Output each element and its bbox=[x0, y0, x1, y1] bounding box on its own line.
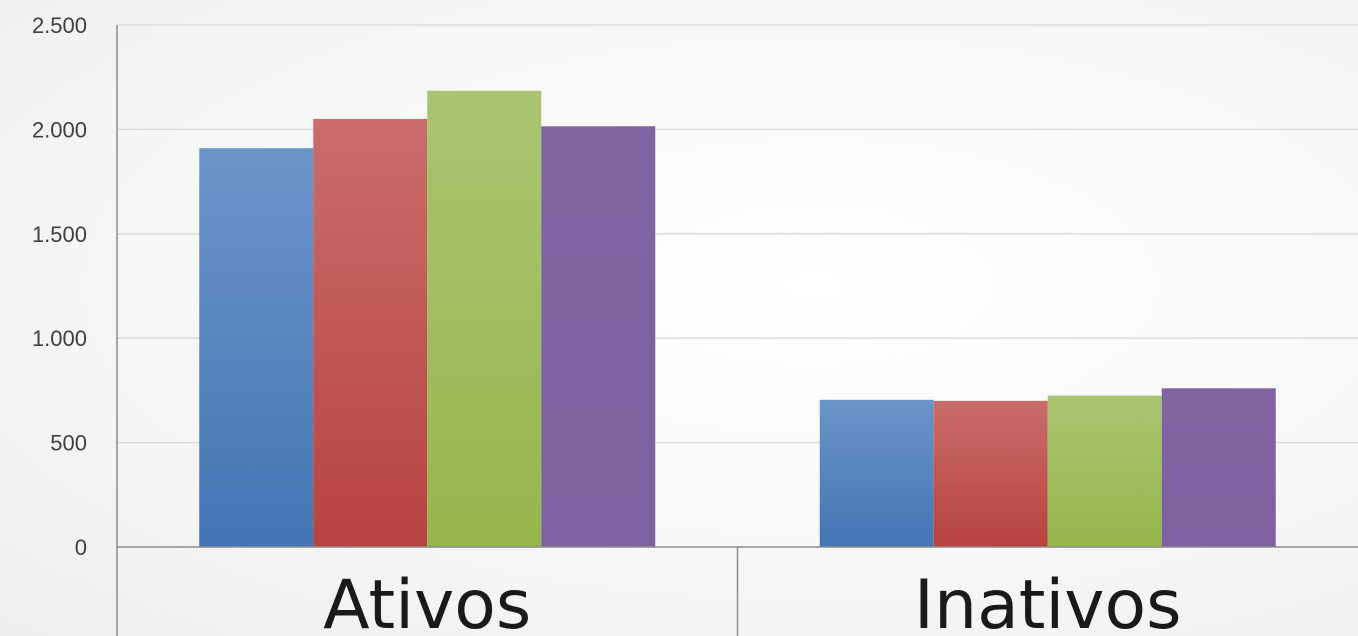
y-tick-label: 2.500 bbox=[32, 13, 87, 38]
bar-ativos-series-2 bbox=[313, 118, 428, 548]
y-tick-label: 2.000 bbox=[32, 117, 87, 142]
category-label-ativos: Ativos bbox=[323, 566, 531, 636]
bar-ativos-series-3 bbox=[427, 90, 542, 547]
y-tick-label: 1.500 bbox=[32, 222, 87, 247]
y-axis-tick-labels: 0 500 1.000 1.500 2.000 2.500 bbox=[32, 13, 87, 560]
bar-inativos-series-4 bbox=[1161, 388, 1276, 547]
bar-ativos-series-4 bbox=[541, 126, 656, 547]
bar-inativos-series-1 bbox=[819, 399, 934, 547]
x-axis-category-labels: Ativos Inativos bbox=[323, 566, 1181, 636]
axes bbox=[116, 25, 1358, 636]
y-tick-label: 500 bbox=[50, 431, 87, 456]
bar-ativos-series-1 bbox=[199, 148, 314, 547]
bar-inativos-series-3 bbox=[1047, 395, 1162, 547]
y-tick-label: 1.000 bbox=[32, 326, 87, 351]
category-label-inativos: Inativos bbox=[914, 566, 1182, 636]
y-tick-label: 0 bbox=[75, 535, 87, 560]
bar-inativos-series-2 bbox=[933, 400, 1048, 547]
bars bbox=[199, 90, 1276, 548]
